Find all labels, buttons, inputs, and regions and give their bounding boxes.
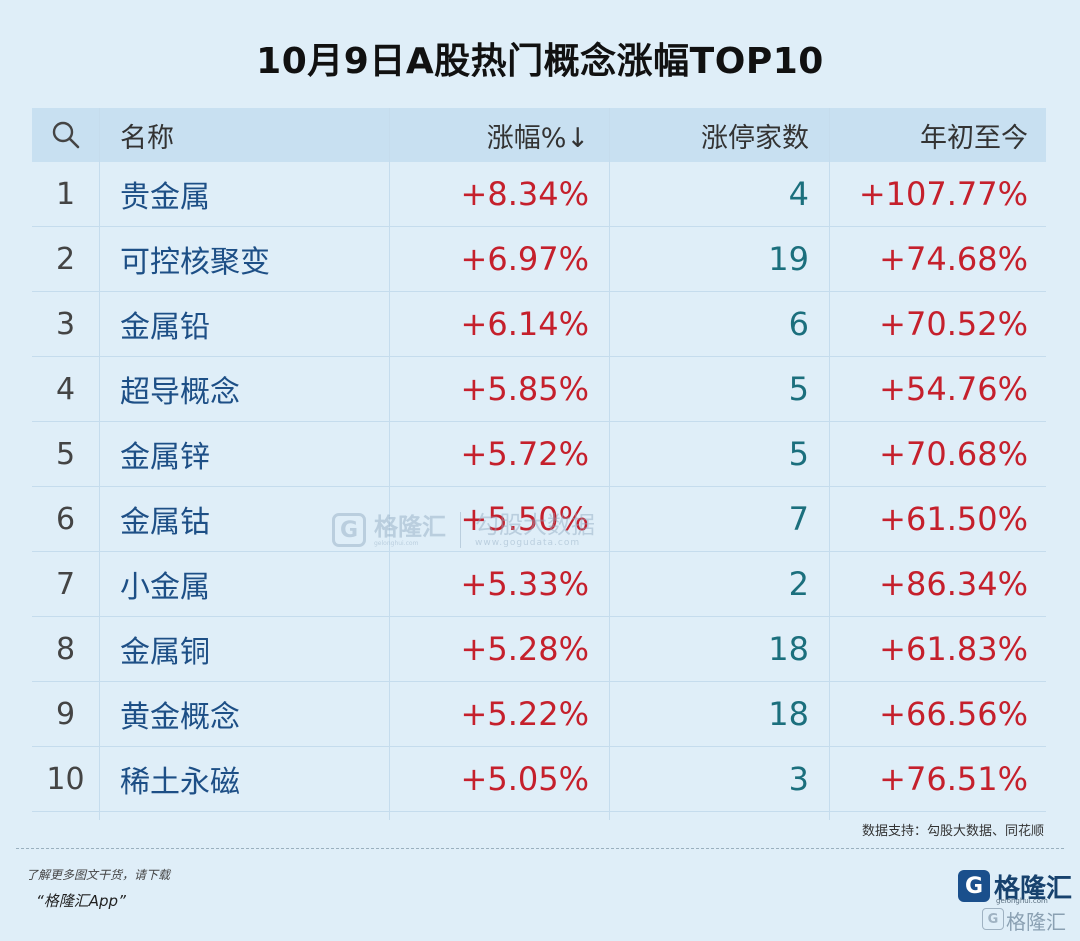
brand-logo-name: 格隆汇	[994, 874, 1073, 904]
concept-table: 名称 涨幅%↓ 涨停家数 年初至今 1 贵金属 +8.34% 4 +107.77…	[32, 108, 1046, 820]
rank-cell: 6	[32, 487, 100, 551]
tail-cell	[390, 812, 610, 820]
limit-up-cell: 18	[610, 682, 830, 746]
watermark-separator	[460, 512, 461, 548]
limit-up-cell: 5	[610, 357, 830, 421]
limit-up-cell: 3	[610, 747, 830, 811]
ytd-cell: +66.56%	[879, 695, 1028, 733]
center-watermark: G 格隆汇 gelonghui.com 勾股大数据 www.gogudata.c…	[332, 512, 595, 548]
tail-cell	[32, 812, 100, 820]
tail-cell	[610, 812, 830, 820]
table-row[interactable]: 4 超导概念 +5.85% 5 +54.76%	[32, 357, 1046, 422]
brand-logo-icon: G	[958, 870, 990, 902]
tail-cell	[830, 812, 1046, 820]
name-cell[interactable]: 金属锌	[100, 422, 390, 486]
table-row[interactable]: 10 稀土永磁 +5.05% 3 +76.51%	[32, 747, 1046, 812]
table-row[interactable]: 6 金属钴 +5.50% 7 +61.50%	[32, 487, 1046, 552]
app-promo-name: “格隆汇App”	[36, 892, 126, 910]
limit-up-cell: 18	[610, 617, 830, 681]
app-promo-text: 了解更多图文干货，请下载	[26, 868, 171, 882]
limit-up-cell: 6	[610, 292, 830, 356]
ytd-cell: +70.68%	[879, 435, 1028, 473]
change-cell: +5.22%	[390, 682, 610, 746]
ytd-cell: +61.50%	[879, 500, 1028, 538]
name-cell[interactable]: 可控核聚变	[100, 227, 390, 291]
rank-cell: 9	[32, 682, 100, 746]
limit-up-cell: 19	[610, 227, 830, 291]
name-cell[interactable]: 金属钴	[100, 487, 390, 551]
header-name[interactable]: 名称	[100, 108, 390, 162]
name-cell[interactable]: 稀土永磁	[100, 747, 390, 811]
ytd-cell: +86.34%	[879, 565, 1028, 603]
table-tail	[32, 812, 1046, 820]
brand-logo-url: gelonghui.com	[996, 897, 1048, 905]
table-row[interactable]: 7 小金属 +5.33% 2 +86.34%	[32, 552, 1046, 617]
table-row[interactable]: 8 金属铜 +5.28% 18 +61.83%	[32, 617, 1046, 682]
rank-cell: 7	[32, 552, 100, 616]
name-cell[interactable]: 小金属	[100, 552, 390, 616]
watermark-icon: G	[982, 908, 1004, 930]
change-cell: +5.85%	[390, 357, 610, 421]
header-limit-up[interactable]: 涨停家数	[610, 108, 830, 162]
change-cell: +8.34%	[390, 162, 610, 226]
change-cell: +5.33%	[390, 552, 610, 616]
ytd-cell: +74.68%	[879, 240, 1028, 278]
rank-cell: 4	[32, 357, 100, 421]
table-row[interactable]: 9 黄金概念 +5.22% 18 +66.56%	[32, 682, 1046, 747]
limit-up-cell: 5	[610, 422, 830, 486]
corner-watermark: 格隆汇	[1006, 910, 1066, 934]
name-cell[interactable]: 贵金属	[100, 162, 390, 226]
tail-cell	[100, 812, 390, 820]
ytd-cell: +70.52%	[879, 305, 1028, 343]
change-cell: +5.28%	[390, 617, 610, 681]
watermark-brand-url: gelonghui.com	[374, 539, 419, 547]
table-row[interactable]: 2 可控核聚变 +6.97% 19 +74.68%	[32, 227, 1046, 292]
ytd-cell: +107.77%	[858, 175, 1028, 213]
change-cell: +6.14%	[390, 292, 610, 356]
limit-up-cell: 4	[610, 162, 830, 226]
change-cell: +5.50%	[390, 487, 610, 551]
watermark-partner: 勾股大数据	[475, 511, 595, 539]
watermark-brand: 格隆汇	[374, 512, 446, 541]
watermark-partner-url: www.gogudata.com	[475, 538, 581, 548]
name-cell[interactable]: 黄金概念	[100, 682, 390, 746]
table-row[interactable]: 3 金属铅 +6.14% 6 +70.52%	[32, 292, 1046, 357]
name-cell[interactable]: 金属铅	[100, 292, 390, 356]
data-source-note: 数据支持：勾股大数据、同花顺	[861, 824, 1044, 839]
rank-cell: 5	[32, 422, 100, 486]
limit-up-cell: 7	[610, 487, 830, 551]
table-row[interactable]: 1 贵金属 +8.34% 4 +107.77%	[32, 162, 1046, 227]
rank-cell: 3	[32, 292, 100, 356]
rank-cell: 8	[32, 617, 100, 681]
rank-cell: 1	[32, 162, 100, 226]
header-ytd[interactable]: 年初至今	[920, 122, 1028, 154]
header-change-sort[interactable]: 涨幅%↓	[390, 108, 610, 162]
limit-up-cell: 2	[610, 552, 830, 616]
name-cell[interactable]: 超导概念	[100, 357, 390, 421]
watermark-logo-mark: G	[332, 513, 366, 547]
name-cell[interactable]: 金属铜	[100, 617, 390, 681]
footer-divider	[16, 848, 1064, 849]
change-cell: +5.05%	[390, 747, 610, 811]
rank-cell: 2	[32, 227, 100, 291]
ytd-cell: +61.83%	[879, 630, 1028, 668]
ytd-cell: +76.51%	[879, 760, 1028, 798]
ytd-cell: +54.76%	[879, 370, 1028, 408]
change-cell: +5.72%	[390, 422, 610, 486]
search-button[interactable]	[32, 108, 100, 162]
search-icon	[52, 121, 79, 149]
table-row[interactable]: 5 金属锌 +5.72% 5 +70.68%	[32, 422, 1046, 487]
table-header-row: 名称 涨幅%↓ 涨停家数 年初至今	[32, 108, 1046, 162]
change-cell: +6.97%	[390, 227, 610, 291]
rank-cell: 10	[32, 747, 100, 811]
page-title: 10月9日A股热门概念涨幅TOP10	[256, 41, 824, 82]
